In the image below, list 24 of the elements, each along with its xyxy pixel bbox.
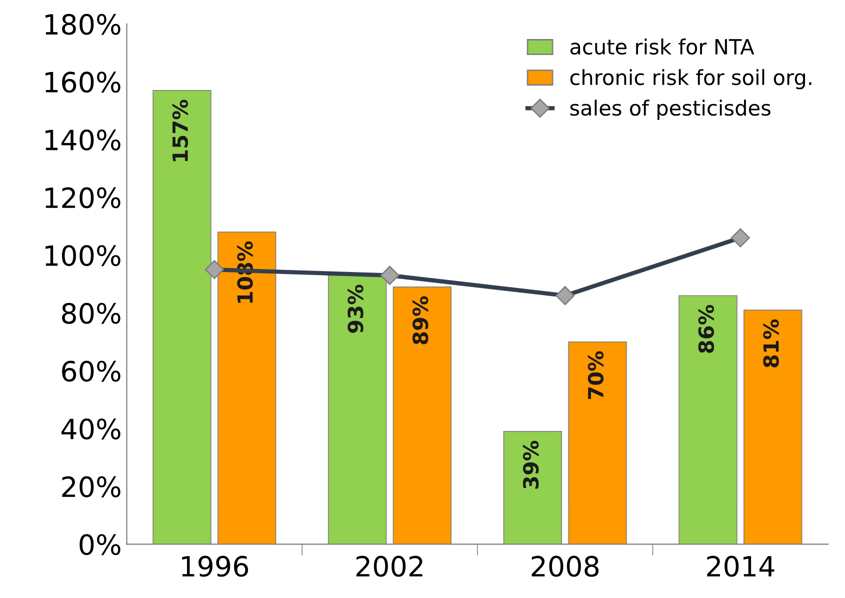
y-tick-label: 180% (46, 14, 120, 35)
legend-label: acute risk for NTA (570, 38, 754, 55)
data-label: 81% (763, 319, 779, 368)
y-tick-label: 40% (62, 418, 120, 440)
x-tick-label: 2002 (356, 556, 422, 577)
data-label: 157% (172, 100, 188, 162)
x-tick-label: 2008 (532, 556, 599, 577)
y-tick-label: 140% (46, 129, 120, 150)
y-tick-label: 120% (46, 187, 120, 208)
y-tick-label: 0% (80, 534, 120, 556)
y-tick-label: 20% (62, 476, 120, 498)
data-label: 70% (588, 351, 604, 399)
x-tick-label: 2014 (707, 556, 774, 577)
y-tick-label: 160% (46, 72, 120, 93)
y-tick-label: 100% (46, 245, 120, 266)
data-label: 86% (698, 304, 714, 353)
data-label: 89% (412, 296, 428, 344)
y-tick-label: 60% (62, 360, 120, 382)
data-label: 39% (522, 440, 539, 489)
x-tick-label: 1996 (182, 556, 248, 577)
data-label: 93% (348, 284, 364, 333)
legend-label: chronic risk for soil org. (570, 69, 812, 90)
y-tick-label: 80% (62, 302, 120, 324)
legend-label: sales of pesticisdes (570, 100, 770, 120)
